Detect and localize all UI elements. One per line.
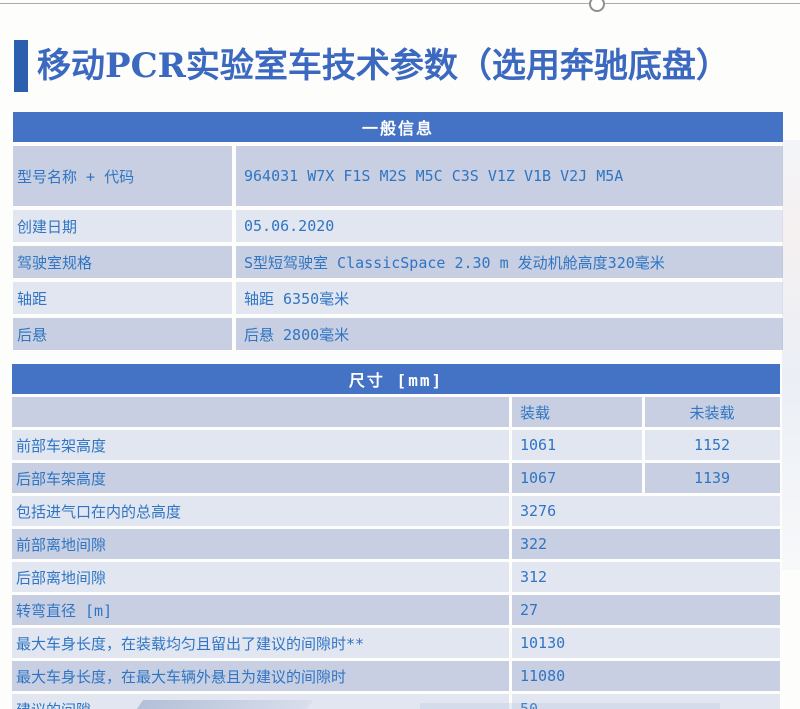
loaded-value: 11080: [512, 661, 781, 691]
table-row: 型号名称 + 代码 964031 W7X F1S M2S M5C C3S V1Z…: [13, 146, 784, 206]
row-value: 964031 W7X F1S M2S M5C C3S V1Z V1B V2J M…: [236, 146, 784, 206]
loaded-value: 10130: [512, 628, 781, 658]
row-label: 创建日期: [13, 210, 232, 242]
general-info-table: 一般信息 型号名称 + 代码 964031 W7X F1S M2S M5C C3…: [9, 108, 787, 354]
table-row: 最大车身长度，在装载均匀且留出了建议的间隙时** 10130: [12, 628, 781, 658]
selection-border-line: [0, 3, 800, 4]
loaded-value: 312: [512, 562, 781, 592]
row-label: 最大车身长度，在最大车辆外悬且为建议的间隙时: [12, 661, 509, 691]
unloaded-value: 1139: [645, 463, 781, 493]
row-value: 后悬 2800毫米: [236, 318, 784, 350]
table-row: 前部车架高度 1061 1152: [12, 430, 781, 460]
table-row: 转弯直径 [m] 27: [12, 595, 781, 625]
row-value: 轴距 6350毫米: [236, 282, 784, 314]
background-artifact-bottom: [136, 700, 314, 709]
loaded-value: 3276: [512, 496, 781, 526]
column-header-loaded: 装载: [512, 397, 642, 427]
row-label: 型号名称 + 代码: [13, 146, 232, 206]
loaded-value: 50: [512, 694, 781, 709]
loaded-value: 1067: [512, 463, 642, 493]
resize-handle[interactable]: [589, 0, 605, 12]
title-accent-bar: [14, 40, 28, 92]
table-row: 包括进气口在内的总高度 3276: [12, 496, 781, 526]
dimensions-header: 尺寸 [mm]: [12, 364, 781, 394]
column-header-row: 装载 未装载: [12, 397, 781, 427]
table-row: 驾驶室规格 S型短驾驶室 ClassicSpace 2.30 m 发动机舱高度3…: [13, 246, 784, 278]
table-row: 后部离地间隙 312: [12, 562, 781, 592]
loaded-value: 322: [512, 529, 781, 559]
loaded-value: 1061: [512, 430, 642, 460]
row-label: 后悬: [13, 318, 232, 350]
dimensions-table: 尺寸 [mm] 装载 未装载 前部车架高度 1061 1152 后部车架高度 1…: [9, 361, 783, 709]
table-row: 前部离地间隙 322: [12, 529, 781, 559]
row-label: 后部离地间隙: [12, 562, 509, 592]
row-label: 包括进气口在内的总高度: [12, 496, 509, 526]
row-label: 后部车架高度: [12, 463, 509, 493]
background-artifact-bottom: [420, 703, 720, 709]
table-row: 最大车身长度，在最大车辆外悬且为建议的间隙时 11080: [12, 661, 781, 691]
row-label: 前部车架高度: [12, 430, 509, 460]
column-header-unloaded: 未装载: [645, 397, 781, 427]
row-label: 前部离地间隙: [12, 529, 509, 559]
row-label: 轴距: [13, 282, 232, 314]
title-block: 移动PCR实验室车技术参数（选用奔驰底盘）: [14, 40, 730, 92]
dimensions-header-row: 尺寸 [mm]: [12, 364, 781, 394]
page-title: 移动PCR实验室车技术参数（选用奔驰底盘）: [37, 46, 730, 86]
row-value: 05.06.2020: [236, 210, 784, 242]
row-label: 最大车身长度，在装载均匀且留出了建议的间隙时**: [12, 628, 509, 658]
table-row: 轴距 轴距 6350毫米: [13, 282, 784, 314]
table-row: 后部车架高度 1067 1139: [12, 463, 781, 493]
table-row: 后悬 后悬 2800毫米: [13, 318, 784, 350]
general-info-header: 一般信息: [13, 112, 784, 142]
row-label: 转弯直径 [m]: [12, 595, 509, 625]
empty-corner-cell: [12, 397, 509, 427]
loaded-value: 27: [512, 595, 781, 625]
row-value: S型短驾驶室 ClassicSpace 2.30 m 发动机舱高度320毫米: [236, 246, 784, 278]
table-row: 创建日期 05.06.2020: [13, 210, 784, 242]
unloaded-value: 1152: [645, 430, 781, 460]
general-info-header-row: 一般信息: [13, 112, 784, 142]
row-label: 驾驶室规格: [13, 246, 232, 278]
background-artifact-right: [782, 140, 800, 570]
